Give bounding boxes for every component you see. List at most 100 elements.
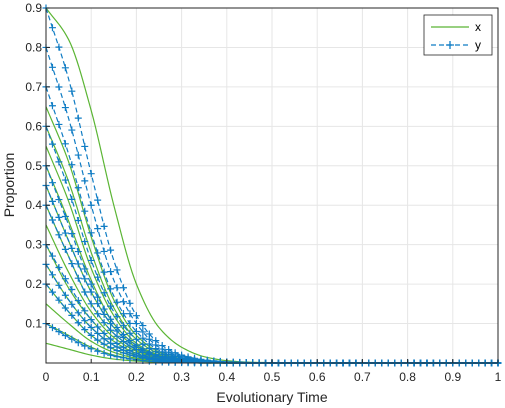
series-y-marker: [113, 347, 121, 355]
series-y-marker: [94, 196, 102, 204]
series-y-marker: [132, 312, 140, 320]
series-y-marker: [74, 151, 82, 159]
series-y-marker: [61, 140, 69, 148]
series-y-marker: [55, 83, 63, 91]
series-y-marker: [94, 329, 102, 337]
series-y-marker: [81, 307, 89, 315]
series-y-marker: [94, 300, 102, 308]
series-y-marker: [139, 322, 147, 330]
series-y-marker: [55, 281, 63, 289]
series-y-marker: [55, 328, 63, 336]
series-y-marker: [48, 179, 56, 187]
ticks: 0 0.1 0.2 0.3 0.4 0.5 0.6 0.7 0.8 0.9 1 0.1 0.2 0.3 0.…: [25, 1, 501, 384]
series-y-marker: [119, 354, 127, 362]
series-y-marker: [119, 310, 127, 318]
series-y-marker: [113, 298, 121, 306]
series-y-marker: [87, 170, 95, 178]
x-tick-label: 0.4: [218, 370, 235, 384]
y-tick-label: 0.5: [25, 159, 42, 173]
series-y-marker: [81, 342, 89, 350]
series-y-marker: [61, 304, 69, 312]
legend-y-marker: [446, 41, 454, 49]
series-y-marker: [100, 247, 108, 255]
series-y-marker: [48, 24, 56, 32]
series-y-marker: [94, 225, 102, 233]
series-y-marker: [107, 344, 115, 352]
legend: x y: [423, 14, 493, 56]
y-tick-label: 0.9: [25, 1, 42, 15]
legend-box: [423, 14, 493, 56]
series-y-marker: [126, 319, 134, 327]
series-y-marker: [87, 280, 95, 288]
series-y-marker: [81, 326, 89, 334]
series-y-marker: [100, 340, 108, 348]
series-y-marker: [48, 102, 56, 110]
series-y-marker: [68, 300, 76, 308]
series-y-marker: [55, 231, 63, 239]
series-y-marker: [61, 104, 69, 112]
grid: [46, 8, 498, 363]
x-axis-label: Evolutionary Time: [216, 389, 327, 405]
series-y-marker: [61, 332, 69, 340]
series-y-marker: [165, 358, 173, 366]
series-y-marker: [94, 273, 102, 281]
series-y-marker: [74, 319, 82, 327]
series-y-marker: [55, 263, 63, 271]
series-y-marker: [81, 207, 89, 215]
series-y-marker: [48, 271, 56, 279]
series-y-marker: [74, 184, 82, 192]
series-y-marker: [87, 316, 95, 324]
x-tick-label: 0.7: [354, 370, 371, 384]
series-y-marker: [81, 238, 89, 246]
x-tick-label: 0.9: [444, 370, 461, 384]
series-y-marker: [87, 201, 95, 209]
series-y-marker: [113, 284, 121, 292]
series-y-marker: [68, 311, 76, 319]
series-y-marker: [132, 335, 140, 343]
series-y-marker: [113, 353, 121, 361]
series-y-marker: [139, 334, 147, 342]
series-y-line: [45, 204, 498, 364]
series-y-marker: [87, 345, 95, 353]
series-y-marker: [74, 260, 82, 268]
series-y-marker: [61, 176, 69, 184]
series-y-marker: [107, 268, 115, 276]
series-y-marker: [107, 320, 115, 328]
series-y-marker: [55, 158, 63, 166]
series-y-marker: [107, 302, 115, 310]
series-y-marker: [68, 195, 76, 203]
series-y-marker: [94, 336, 102, 344]
series-y-marker: [87, 324, 95, 331]
series-y-marker: [68, 244, 76, 252]
series-y-marker: [171, 358, 179, 366]
y-tick-label: 0.3: [25, 238, 42, 252]
series-y-marker: [68, 230, 76, 238]
series-y-marker: [74, 309, 82, 317]
series-y-marker: [48, 288, 56, 296]
x-tick-label: 0.3: [173, 370, 190, 384]
series-y-marker: [74, 248, 82, 256]
series-y-marker: [100, 222, 108, 230]
series-y-marker: [87, 256, 95, 264]
series-y-marker: [107, 326, 115, 334]
series-y-marker: [48, 63, 56, 71]
series-y-marker: [61, 212, 69, 220]
x-tick-label: 0.8: [399, 370, 416, 384]
series-y-marker: [87, 300, 95, 308]
series-y-marker: [74, 296, 82, 304]
series-y-marker: [68, 286, 76, 294]
y-tick-label: 0.2: [25, 277, 42, 291]
series-y-marker: [119, 298, 127, 306]
series-y-marker: [100, 310, 108, 318]
series-y-marker: [68, 87, 76, 95]
series-y-marker: [87, 229, 95, 237]
series-y-marker: [48, 324, 56, 332]
series-y-marker: [55, 296, 63, 304]
x-tick-label: 0.1: [83, 370, 100, 384]
series-y-marker: [81, 265, 89, 273]
y-axis-label: Proportion: [1, 153, 17, 218]
series-y-marker: [61, 291, 69, 299]
series-y-marker: [74, 339, 82, 347]
series-y-marker: [61, 229, 69, 237]
series-y-marker: [81, 142, 89, 150]
